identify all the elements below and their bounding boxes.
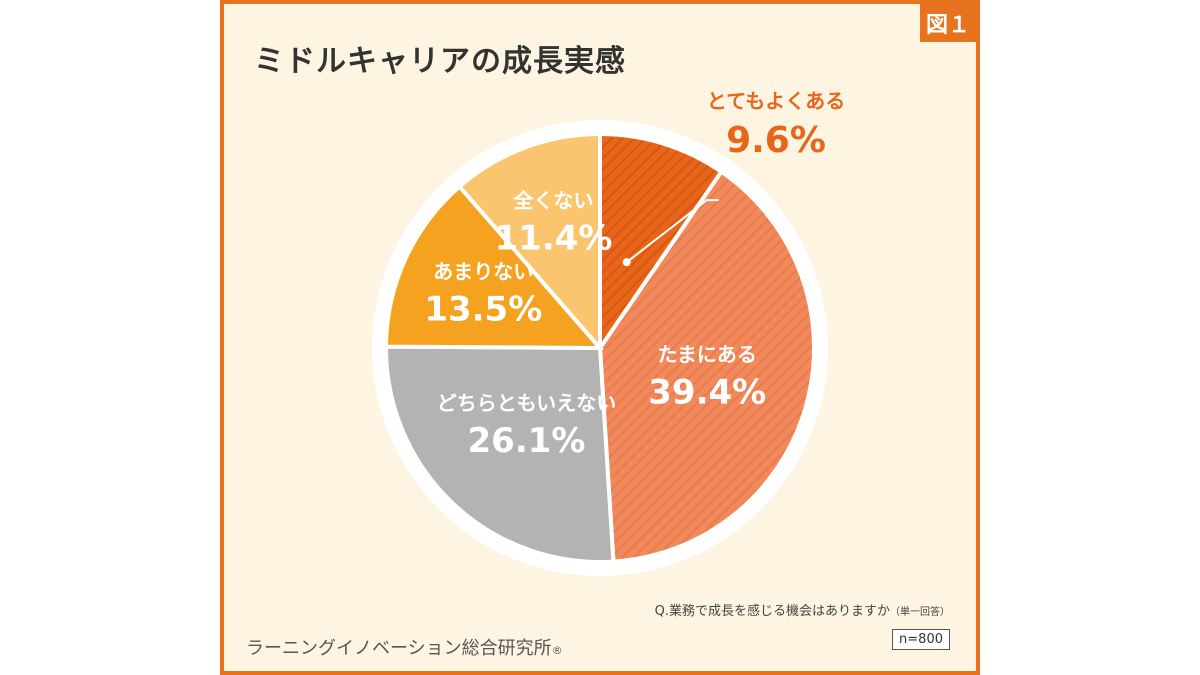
organization-text: ラーニングイノベーション総合研究所	[246, 638, 552, 659]
sample-size-badge: n=800	[892, 629, 950, 650]
pie-slice	[456, 131, 602, 354]
pie-chart: とてもよくある 9.6% たまにある 39.4% どちらともいえない 26.1% あまりない…	[372, 89, 845, 576]
chart-frame: 図１ ミドルキャリアの成長実感 とてもよくある 9.6% たまにある 39.4% どちら…	[220, 0, 980, 675]
organization-name: ラーニングイノベーション総合研究所®	[246, 634, 563, 660]
slice-label-value: 39.4%	[648, 373, 766, 413]
figure-badge: 図１	[920, 4, 976, 42]
registered-mark: ®	[551, 644, 563, 657]
slice-label-name: あまりない	[433, 259, 533, 283]
chart-title: ミドルキャリアの成長実感	[254, 44, 626, 79]
slice-label-name: 全くない	[512, 189, 593, 213]
slice-label-name: とてもよくある	[707, 89, 845, 113]
slice-label-value: 9.6%	[726, 120, 826, 161]
slice-label-value: 26.1%	[468, 421, 586, 461]
pie-slice	[383, 183, 605, 351]
pie-slice	[384, 344, 616, 564]
pie-slice	[597, 168, 816, 564]
slice-label-value: 11.4%	[495, 219, 613, 259]
slice-label-name: たまにある	[658, 343, 757, 367]
question-note: （単一回答）	[890, 607, 950, 618]
question-text: Q.業務で成長を感じる機会はありますか（単一回答）	[655, 600, 950, 619]
slice-label-value: 13.5%	[424, 289, 542, 329]
callout-line	[626, 199, 719, 263]
slice-label-name: どちらともいえない	[437, 391, 617, 415]
question-main: Q.業務で成長を感じる機会はありますか	[654, 604, 890, 619]
pie-slice	[598, 131, 725, 355]
